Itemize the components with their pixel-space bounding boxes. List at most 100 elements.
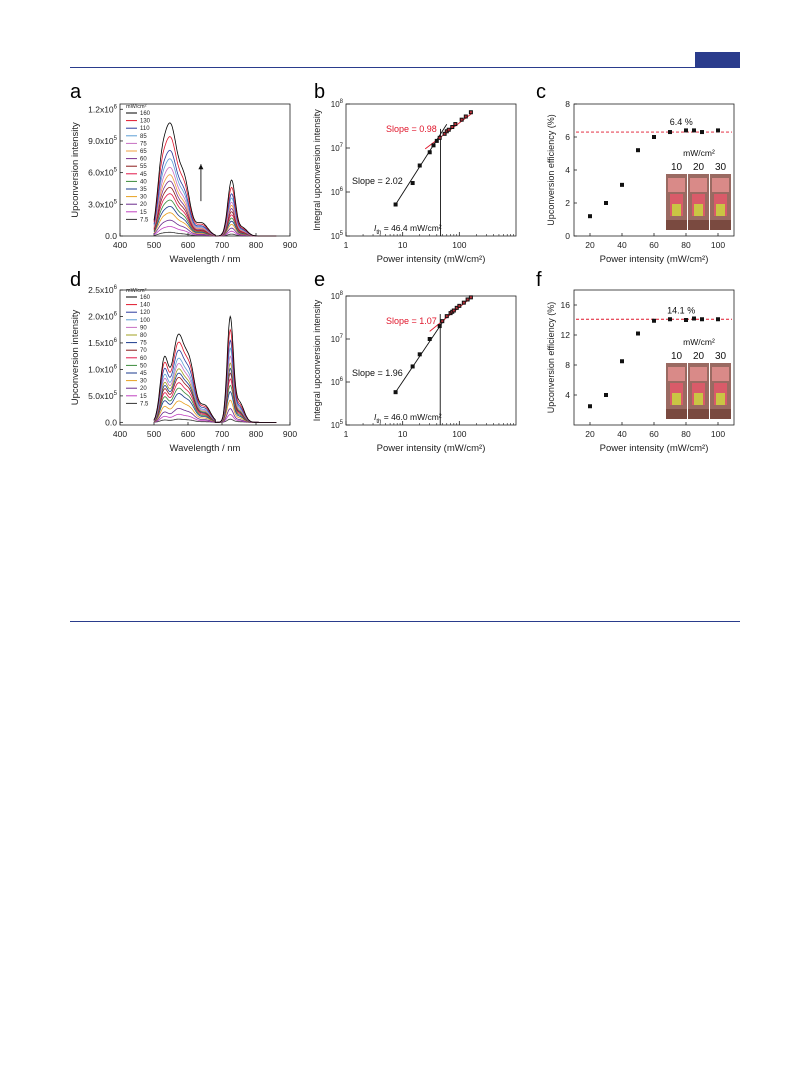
data-point-fill bbox=[464, 115, 467, 118]
data-point bbox=[692, 128, 696, 133]
data-point bbox=[700, 130, 704, 135]
data-point bbox=[700, 317, 704, 322]
legend-label: 30 bbox=[140, 195, 147, 201]
x-tick-label: 40 bbox=[617, 240, 627, 250]
y-tick-label: 0.0 bbox=[105, 417, 117, 427]
data-point bbox=[668, 130, 672, 135]
series-line bbox=[153, 193, 277, 237]
photo-glow-top bbox=[712, 367, 729, 381]
threshold-label: Ith = 46.4 mW/cm² bbox=[374, 223, 442, 236]
legend-label: 70 bbox=[140, 348, 147, 354]
y-tick-label: 107 bbox=[331, 334, 344, 344]
data-point-fill bbox=[451, 126, 454, 129]
data-point bbox=[588, 214, 592, 219]
x-tick-label: 800 bbox=[249, 240, 263, 250]
legend-label: 120 bbox=[140, 310, 151, 316]
x-axis-label: Power intensity (mW/cm²) bbox=[377, 443, 486, 454]
x-axis-label: Power intensity (mW/cm²) bbox=[600, 443, 709, 454]
y-tick-label: 4 bbox=[565, 165, 570, 175]
legend-label: 110 bbox=[140, 126, 150, 132]
series-line bbox=[153, 219, 277, 237]
inset-power-label: 10 bbox=[671, 162, 683, 173]
slope-low-label: Slope = 1.96 bbox=[352, 368, 403, 378]
x-tick-label: 600 bbox=[181, 240, 195, 250]
data-point-fill bbox=[458, 304, 461, 307]
plot-frame bbox=[345, 103, 517, 237]
slope-high-label: Slope = 1.07 bbox=[386, 316, 437, 326]
legend-label: 40 bbox=[140, 179, 147, 185]
data-point-fill bbox=[469, 111, 472, 114]
y-tick-label: 9.0x105 bbox=[88, 136, 118, 146]
header-tab bbox=[695, 52, 740, 67]
x-tick-label: 10 bbox=[398, 240, 408, 250]
y-tick-label: 106 bbox=[331, 377, 344, 387]
photo-glow-top bbox=[668, 367, 685, 381]
data-point-fill bbox=[462, 301, 465, 304]
chart-c: 20 40 60 80 100 0 2 4 6 8 Power intensity (mW/cm²)… bbox=[546, 99, 735, 265]
x-axis-label: Wavelength / nm bbox=[170, 254, 241, 265]
inset-unit: mW/cm² bbox=[683, 148, 715, 158]
legend-label: 140 bbox=[140, 303, 151, 309]
y-tick-label: 107 bbox=[331, 143, 344, 153]
x-tick-label: 900 bbox=[283, 429, 297, 439]
data-point bbox=[410, 364, 415, 369]
data-point bbox=[437, 324, 442, 329]
x-tick-label: 400 bbox=[113, 240, 127, 250]
legend-label: 160 bbox=[140, 295, 151, 301]
y-tick-label: 8 bbox=[565, 360, 570, 370]
series-line bbox=[153, 328, 277, 423]
legend-label: 45 bbox=[140, 172, 147, 178]
slope-low-label: Slope = 2.02 bbox=[352, 176, 403, 186]
y-tick-label: 2.5x106 bbox=[88, 285, 118, 295]
data-point bbox=[588, 404, 592, 409]
x-tick-label: 1 bbox=[344, 240, 349, 250]
legend-label: 90 bbox=[140, 325, 147, 331]
arrow-head bbox=[198, 164, 204, 170]
y-tick-label: 105 bbox=[331, 231, 344, 241]
series-line bbox=[153, 122, 277, 237]
x-tick-label: 500 bbox=[147, 240, 161, 250]
x-tick-label: 100 bbox=[711, 429, 725, 439]
series-line bbox=[153, 199, 277, 237]
x-tick-label: 80 bbox=[681, 240, 691, 250]
y-tick-label: 3.0x105 bbox=[88, 199, 118, 209]
chart-a: 400 500 600 700 800 900 0.0 3.0x105 6.0x105 9.0x1… bbox=[70, 103, 297, 265]
y-axis-label: Integral upconversion intensity bbox=[312, 299, 322, 421]
y-axis-label: Integral upconversion intensity bbox=[312, 109, 322, 231]
legend-label: 55 bbox=[140, 164, 147, 170]
data-point bbox=[427, 337, 432, 341]
data-point bbox=[431, 143, 436, 148]
y-axis-label: Upconversion efficiency (%) bbox=[546, 114, 556, 225]
legend-label: 20 bbox=[140, 386, 147, 392]
data-point bbox=[417, 163, 422, 168]
photo-base bbox=[688, 220, 709, 230]
data-point-fill bbox=[438, 136, 441, 139]
photo-base bbox=[710, 409, 731, 419]
threshold-label: Ith = 46.0 mW/cm² bbox=[374, 412, 442, 425]
data-point-fill bbox=[441, 320, 444, 323]
y-tick-label: 6 bbox=[565, 132, 570, 142]
footer-rule bbox=[70, 621, 740, 622]
data-point bbox=[410, 181, 415, 186]
series-line bbox=[153, 149, 277, 237]
photo-glow-green bbox=[694, 204, 703, 216]
photo-base bbox=[666, 220, 687, 230]
y-tick-label: 0.0 bbox=[105, 231, 117, 241]
legend-label: 75 bbox=[140, 141, 147, 147]
data-point bbox=[684, 128, 688, 133]
panel-letter-a: a bbox=[70, 81, 82, 103]
legend-label: 7.5 bbox=[140, 217, 149, 223]
photo-glow-top bbox=[690, 178, 707, 192]
data-point bbox=[636, 148, 640, 153]
photo-glow-green bbox=[672, 204, 681, 216]
data-point bbox=[692, 316, 696, 321]
x-tick-label: 700 bbox=[215, 429, 229, 439]
photo-glow-top bbox=[668, 178, 685, 192]
inset-power-label: 30 bbox=[715, 162, 727, 173]
data-point bbox=[620, 359, 624, 364]
y-tick-label: 2 bbox=[565, 198, 570, 208]
plot-frame bbox=[119, 289, 291, 426]
data-point-fill bbox=[469, 296, 472, 299]
chart-f: 20 40 60 80 100 4 8 12 16 Power intensity (mW/cm²… bbox=[546, 289, 735, 454]
